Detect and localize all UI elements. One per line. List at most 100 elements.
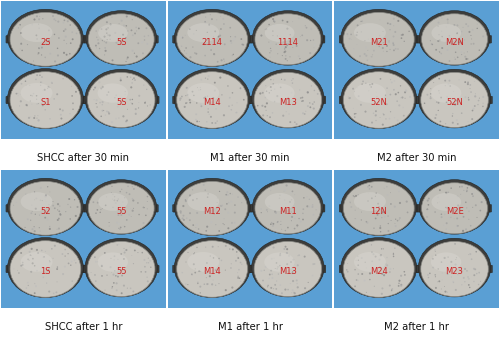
Point [122,92,130,97]
Point [289,76,297,81]
Point [41,194,49,199]
Point [265,276,273,281]
Point [348,204,356,210]
Ellipse shape [419,11,490,65]
Point [98,26,106,32]
Point [117,78,125,83]
Point [372,118,380,123]
Point [274,219,282,224]
Point [438,212,446,217]
Point [193,119,201,124]
Point [447,215,455,220]
Point [440,284,448,289]
Point [182,198,190,204]
Point [446,78,454,83]
Point [372,112,380,118]
Ellipse shape [174,69,250,128]
Point [142,213,150,218]
Point [121,248,129,254]
Point [204,30,212,35]
Point [72,260,80,266]
Point [383,49,391,54]
Point [462,94,469,100]
Point [291,119,299,125]
Point [228,40,235,46]
Point [91,85,99,90]
FancyBboxPatch shape [6,96,85,104]
Point [268,110,276,116]
Point [58,116,66,121]
Point [467,89,475,95]
Point [450,216,458,221]
Point [288,271,296,276]
Point [456,192,464,197]
Point [140,205,148,210]
Point [368,242,376,247]
Point [141,100,149,105]
Point [116,225,124,230]
Point [379,29,387,34]
Point [352,32,360,38]
Point [441,212,449,217]
Point [226,246,234,252]
Point [110,198,118,203]
Point [283,262,291,267]
Point [28,226,36,232]
Point [189,44,197,50]
Point [292,97,300,102]
FancyBboxPatch shape [250,265,326,273]
Point [226,191,234,196]
Point [346,199,354,204]
Point [34,101,42,106]
Point [299,111,307,116]
Point [218,92,226,98]
Point [383,43,391,49]
Point [140,205,147,210]
Point [108,270,116,275]
Point [382,101,390,107]
Point [119,32,127,38]
Point [68,259,76,264]
Point [287,206,295,211]
Point [103,37,111,42]
Point [346,95,354,101]
Point [108,184,116,189]
Point [16,22,24,27]
Point [211,29,219,34]
Point [29,256,37,261]
Point [272,210,280,216]
Point [372,194,380,199]
Point [463,188,471,193]
Point [361,38,369,43]
Point [186,54,194,60]
Point [394,46,402,52]
FancyBboxPatch shape [172,35,252,43]
Point [38,198,46,203]
Point [310,88,318,93]
Point [462,21,470,27]
Point [279,192,287,198]
Point [282,49,290,54]
Point [35,26,43,31]
Point [454,30,462,36]
Point [274,271,282,277]
Point [27,269,35,274]
Point [375,204,383,210]
Point [126,192,134,197]
Point [425,196,433,201]
FancyBboxPatch shape [6,265,85,273]
Point [110,254,118,259]
Ellipse shape [354,252,386,272]
Point [201,53,209,58]
Point [233,100,241,105]
Point [46,32,54,38]
Ellipse shape [8,178,84,236]
Point [464,56,471,62]
Point [476,279,484,284]
Point [178,44,186,49]
Point [202,14,209,20]
Point [108,119,116,125]
Point [470,106,478,112]
Point [284,95,292,100]
Ellipse shape [8,238,84,297]
